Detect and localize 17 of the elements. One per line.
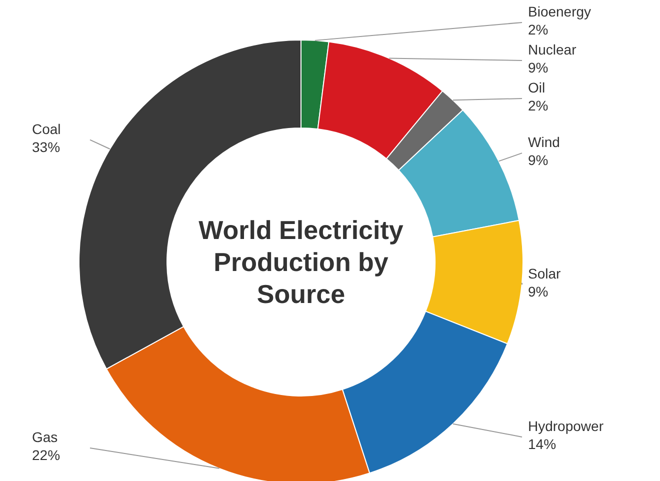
slice-label: Coal [32,120,61,137]
slice-label: Nuclear [528,41,577,58]
data-label: 9% [528,59,548,76]
text: World Electricity Production by Source [198,215,404,309]
data-label: 14% [528,436,556,452]
data-label: 9% [528,152,548,168]
slice-label: Bioenergy [528,3,592,20]
data-label: 9% [528,284,548,300]
data-label: 2% [528,21,548,38]
slice-label: Gas [32,429,58,445]
data-label: 22% [32,447,60,463]
slice-label: Wind [528,134,560,150]
data-label: 33% [32,138,60,155]
slice-label: Solar [528,266,562,282]
slice-label: Oil [528,79,546,96]
slice-label: Hydropower [528,418,604,434]
data-label: 2% [528,97,548,114]
